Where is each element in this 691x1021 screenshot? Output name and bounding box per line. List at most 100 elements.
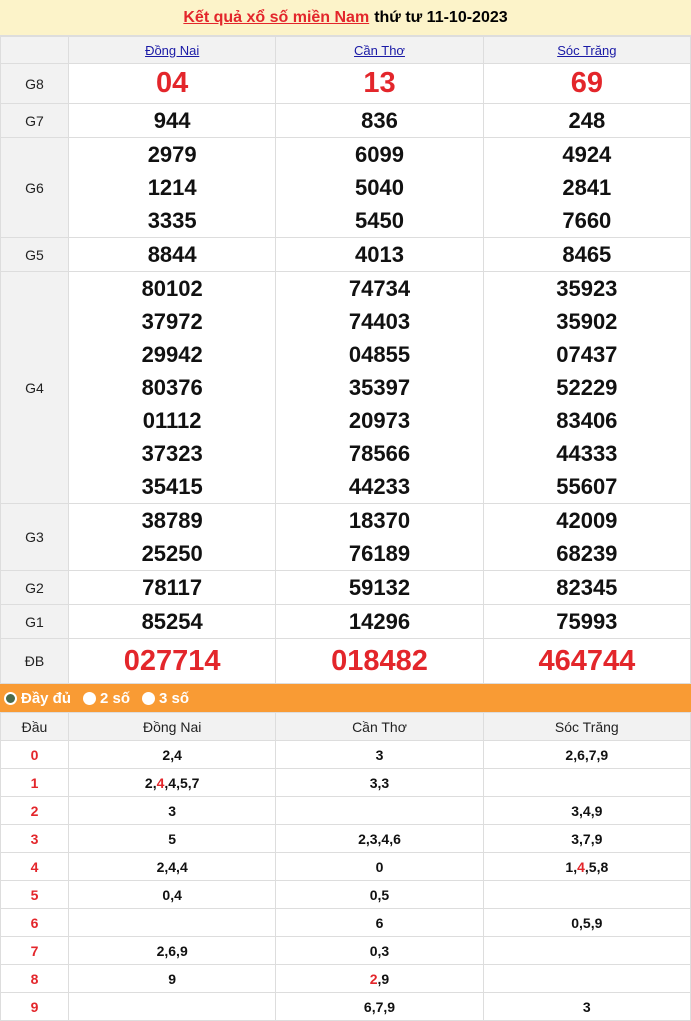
prize-cell: 59132	[275, 570, 484, 605]
loto-cell: 0,3	[275, 936, 484, 965]
prize-number: 027714	[123, 644, 221, 677]
loto-digits: 3,3	[369, 774, 390, 791]
loto-cell: 0,4	[67, 880, 277, 909]
prize-number: 1214	[147, 175, 197, 200]
loto-row: 3 5 2,3,4,6 3,7,9	[0, 824, 691, 853]
loto-digits: 0,5	[369, 886, 390, 903]
loto-cell: 1,4,5,8	[482, 852, 691, 881]
prize-cell: 464744	[482, 638, 691, 684]
loto-row: 4 2,4,4 0 1,4,5,8	[0, 852, 691, 881]
loto-digits: 3	[168, 802, 177, 819]
prize-number: 6099	[355, 142, 404, 167]
prize-label: G5	[0, 237, 69, 272]
prize-label: G4	[0, 271, 69, 504]
loto-digits: 2,4,4	[156, 858, 188, 875]
prize-number: 35397	[348, 375, 411, 400]
filter-label: Đầy đủ	[21, 689, 72, 707]
prize-number: 82345	[556, 575, 618, 600]
prize-cell: 75993	[482, 604, 691, 639]
loto-table: Đầu Đồng Nai Cần Thơ Sóc Trăng 0 2,4 3 2,6,…	[0, 712, 691, 1021]
prize-number: 8465	[562, 242, 612, 267]
prize-cell: 944	[67, 103, 277, 138]
prize-label: G1	[0, 604, 69, 639]
prize-label: G2	[0, 570, 69, 605]
loto-head: 2	[0, 796, 69, 825]
prize-cell: 13	[275, 63, 484, 104]
loto-digits: 3	[582, 998, 591, 1015]
loto-row: 5 0,4 0,5	[0, 880, 691, 909]
prize-cell: 74734 74403 04855 35397 20973 78566 44233	[275, 271, 484, 504]
prize-number: 07437	[556, 342, 618, 367]
prize-row: G6 2979 1214 3335 6099 5040 5450 4924 2841 7660	[0, 137, 691, 238]
loto-column-header: Đồng Nai	[67, 712, 277, 741]
loto-head: 9	[0, 992, 69, 1021]
loto-highlight-digit: 4	[577, 858, 585, 875]
province-link[interactable]: Sóc Trăng	[557, 42, 617, 58]
loto-digits: 0,5,9	[571, 914, 603, 931]
prize-cell: 18370 76189	[275, 503, 484, 571]
radio-icon[interactable]	[142, 691, 156, 705]
loto-digits: 2,6,9	[156, 942, 188, 959]
prize-number: 04855	[348, 342, 411, 367]
prize-number: 01112	[142, 408, 202, 433]
prize-number: 85254	[141, 609, 203, 634]
radio-icon[interactable]	[83, 691, 97, 705]
prize-number: 74403	[348, 309, 411, 334]
loto-cell	[67, 992, 277, 1021]
prize-number: 20973	[348, 408, 411, 433]
loto-cell	[482, 768, 691, 797]
radio-selected-icon[interactable]	[4, 691, 17, 705]
loto-head: 8	[0, 964, 69, 993]
prize-cell: 018482	[275, 638, 484, 684]
prize-number: 7660	[562, 208, 612, 233]
loto-cell: 3,7,9	[482, 824, 691, 853]
region-link[interactable]: Kết quả xổ số miền Nam	[183, 8, 370, 26]
loto-head: 4	[0, 852, 69, 881]
loto-head: 1	[0, 768, 69, 797]
province-link[interactable]: Cần Thơ	[354, 42, 405, 58]
prize-number: 35415	[141, 474, 203, 499]
prize-number: 944	[153, 108, 191, 133]
filter-3-digits[interactable]: 3 số	[142, 690, 189, 707]
loto-cell: 2,6,9	[67, 936, 277, 965]
loto-digits: 6,7,9	[363, 998, 396, 1015]
loto-digits: 3	[375, 746, 384, 763]
prize-row: G1 85254 14296 75993	[0, 604, 691, 639]
loto-digits: ,9	[377, 970, 390, 987]
prize-cell: 85254	[67, 604, 277, 639]
prize-number: 29942	[141, 342, 203, 367]
prize-number: 25250	[141, 541, 203, 566]
loto-cell	[482, 936, 691, 965]
loto-digits: 2,	[144, 774, 157, 791]
prize-number: 8844	[147, 242, 197, 267]
prize-cell: 8844	[67, 237, 277, 272]
prize-row: ĐB 027714 018482 464744	[0, 638, 691, 684]
results-table: Đồng Nai Cần Thơ Sóc Trăng G8 04 13 69 G7 944…	[0, 36, 691, 684]
loto-column-header: Sóc Trăng	[482, 712, 691, 741]
loto-cell: 2,4,4,5,7	[67, 768, 277, 797]
prize-row: G4 80102 37972 29942 80376 01112 37323 35415 747…	[0, 271, 691, 504]
filter-2-digits[interactable]: 2 số	[83, 690, 130, 707]
prize-number: 38789	[141, 508, 203, 533]
loto-cell	[67, 908, 277, 937]
loto-highlight-digit: 2	[369, 970, 378, 987]
prize-cell: 38789 25250	[67, 503, 277, 571]
prize-label: G6	[0, 137, 69, 238]
prize-number: 2841	[562, 175, 612, 200]
prize-number: 04	[156, 67, 189, 99]
province-link[interactable]: Đồng Nai	[145, 42, 200, 58]
filter-full[interactable]: Đầy đủ	[4, 690, 71, 707]
prize-number: 464744	[538, 644, 636, 677]
loto-digits: 0	[375, 858, 384, 875]
prize-cell: 78117	[67, 570, 277, 605]
prize-cell: 69	[482, 63, 691, 104]
loto-row: 9 6,7,9 3	[0, 992, 691, 1021]
loto-head: 3	[0, 824, 69, 853]
loto-highlight-digit: 4	[156, 774, 165, 791]
prize-header	[0, 36, 69, 64]
prize-number: 248	[568, 108, 606, 133]
loto-cell: 2,4,4	[67, 852, 277, 881]
prize-cell: 248	[482, 103, 691, 138]
prize-row: G7 944 836 248	[0, 103, 691, 138]
loto-digits: 2,6,7,9	[565, 746, 609, 763]
